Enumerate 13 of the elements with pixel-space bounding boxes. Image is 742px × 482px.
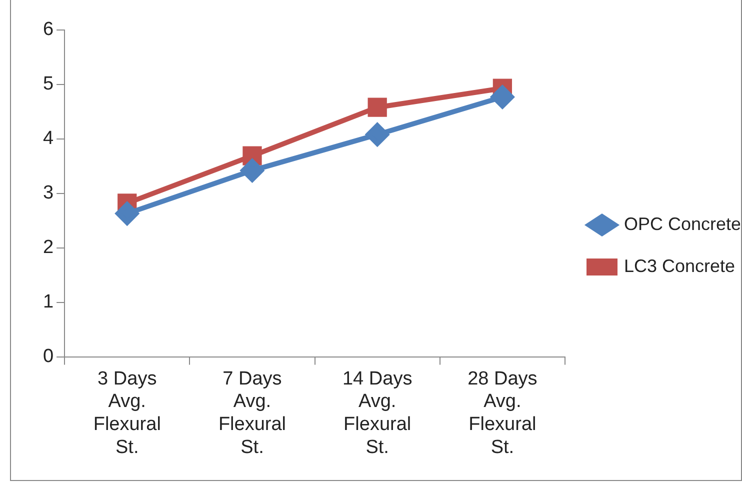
x-tick-label: 3 Days Avg. Flexural St.	[93, 368, 161, 458]
x-tick-label: 7 Days Avg. Flexural St.	[218, 368, 286, 458]
y-tick-label: 3	[42, 182, 54, 204]
y-tick-label: 2	[42, 237, 54, 258]
x-tick-label: 28 Days Avg. Flexural St.	[468, 368, 538, 458]
y-tick-label: 6	[42, 19, 54, 40]
y-tick-label: 5	[42, 74, 54, 95]
y-tick-label: 4	[42, 128, 54, 150]
legend-label: LC3 Concrete	[624, 256, 736, 276]
y-tick-label: 1	[42, 292, 54, 313]
legend-label: OPC Concrete	[624, 214, 742, 234]
x-tick-label: 14 Days Avg. Flexural St.	[342, 368, 412, 458]
y-tick-label: 0	[42, 346, 54, 368]
